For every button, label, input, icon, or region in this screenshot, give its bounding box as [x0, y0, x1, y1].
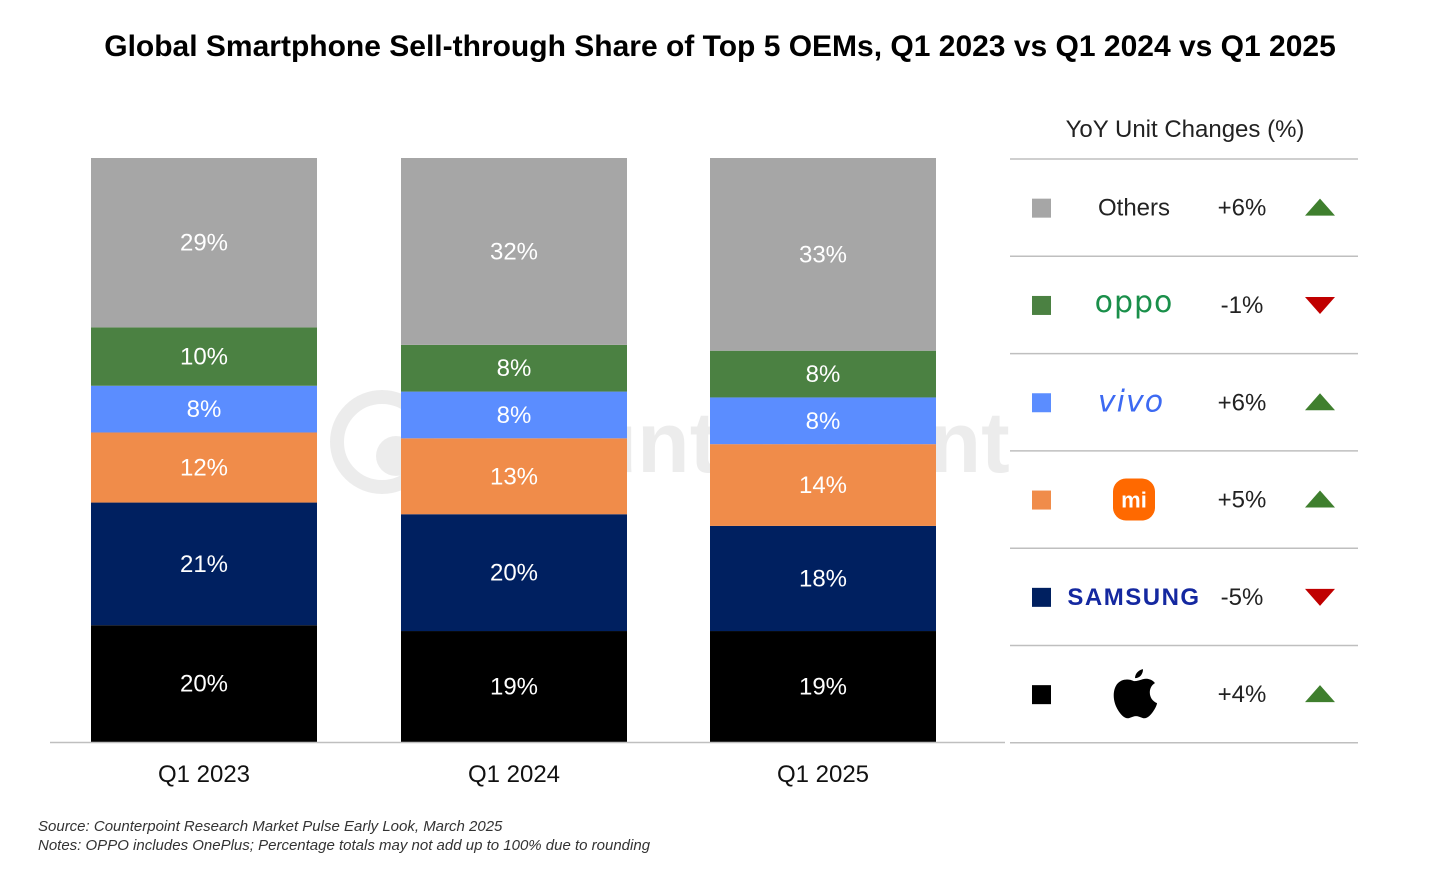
legend-swatch-xiaomi	[1032, 490, 1051, 510]
x-tick-label-0: Q1 2023	[158, 761, 250, 788]
bar-segment-apple-0	[91, 625, 317, 742]
data-label-oppo-1: 8%	[497, 355, 532, 382]
notes-text: Notes: OPPO includes OnePlus; Percentage…	[38, 837, 651, 854]
data-label-others-2: 33%	[799, 241, 847, 268]
legend-swatch-vivo	[1032, 393, 1051, 413]
bar-segment-oppo-0	[91, 327, 317, 386]
source-note: Source: Counterpoint Research Market Pul…	[38, 817, 650, 855]
bar-segment-samsung-1	[401, 514, 627, 632]
bar-segment-oppo-2	[710, 350, 936, 398]
data-label-samsung-1: 20%	[490, 560, 538, 587]
down-arrow-icon	[1305, 296, 1335, 314]
bar-segment-samsung-2	[710, 525, 936, 632]
bars-group: 20% 21% 12% 8% 10% 29% 19% 20% 13% 8% 8% 32% 19% 18% 1…	[91, 158, 936, 742]
x-axis-labels: Q1 2023 Q1 2024 Q1 2025	[158, 761, 869, 788]
oppo-logo: oppo	[1095, 285, 1174, 320]
up-arrow-icon	[1305, 393, 1335, 411]
data-label-vivo-0: 8%	[187, 396, 222, 423]
bar-segment-apple-2	[710, 631, 936, 742]
bar-segment-others-0	[91, 158, 317, 328]
legend-swatch-oppo	[1032, 295, 1051, 315]
source-text: Source: Counterpoint Research Market Pul…	[38, 818, 503, 835]
x-tick-label-2: Q1 2025	[777, 761, 869, 788]
legend-row-xiaomi: mi +5%	[1032, 478, 1335, 521]
legend-row-vivo: vivo +6%	[1032, 384, 1335, 419]
legend-table: YoY Unit Changes (%) Others +6% oppo -1% viv…	[1010, 116, 1358, 744]
xiaomi-logo-icon	[1113, 478, 1155, 521]
data-label-oppo-2: 8%	[806, 361, 841, 388]
data-label-vivo-2: 8%	[806, 408, 841, 435]
bar-segment-others-1	[401, 158, 627, 345]
legend-change-others: +6%	[1218, 195, 1267, 222]
legend-row-samsung: SAMSUNG -5%	[1032, 584, 1335, 611]
legend-change-oppo: -1%	[1221, 292, 1264, 319]
legend-change-apple: +4%	[1218, 681, 1267, 708]
legend-row-others: Others +6%	[1032, 195, 1335, 222]
legend-swatch-samsung	[1032, 587, 1051, 607]
legend-change-vivo: +6%	[1218, 389, 1267, 416]
legend-change-xiaomi: +5%	[1218, 487, 1267, 514]
data-label-samsung-0: 21%	[180, 551, 228, 578]
apple-logo-icon	[1113, 669, 1157, 719]
data-label-others-1: 32%	[490, 238, 538, 265]
bar-segment-xiaomi-2	[710, 444, 936, 526]
bar-segment-xiaomi-1	[401, 438, 627, 515]
vivo-logo: vivo	[1098, 384, 1164, 419]
legend-swatch-apple	[1032, 685, 1051, 705]
data-label-samsung-2: 18%	[799, 565, 847, 592]
legend-swatch-others	[1032, 198, 1051, 218]
chart-title: Global Smartphone Sell-through Share of …	[104, 30, 1336, 63]
data-label-apple-0: 20%	[180, 671, 228, 698]
xiaomi-logo-text: mi	[1121, 488, 1147, 513]
down-arrow-icon	[1305, 588, 1335, 606]
samsung-logo: SAMSUNG	[1067, 584, 1200, 611]
legend-row-oppo: oppo -1%	[1032, 285, 1335, 320]
data-label-xiaomi-2: 14%	[799, 472, 847, 499]
bar-segment-vivo-0	[91, 385, 317, 433]
x-tick-label-1: Q1 2024	[468, 761, 560, 788]
data-label-others-0: 29%	[180, 230, 228, 257]
bar-segment-others-2	[710, 158, 936, 351]
data-label-apple-1: 19%	[490, 674, 538, 701]
bar-segment-vivo-1	[401, 391, 627, 439]
data-label-oppo-0: 10%	[180, 344, 228, 371]
bar-segment-samsung-0	[91, 502, 317, 626]
legend-change-samsung: -5%	[1221, 584, 1264, 611]
data-label-xiaomi-0: 12%	[180, 455, 228, 482]
bar-segment-xiaomi-0	[91, 432, 317, 503]
data-label-vivo-1: 8%	[497, 402, 532, 429]
bar-segment-vivo-2	[710, 397, 936, 445]
data-label-apple-2: 19%	[799, 674, 847, 701]
legend-name-others: Others	[1098, 195, 1170, 222]
bar-segment-apple-1	[401, 631, 627, 742]
up-arrow-icon	[1305, 685, 1335, 703]
up-arrow-icon	[1305, 490, 1335, 508]
up-arrow-icon	[1305, 198, 1335, 216]
data-label-xiaomi-1: 13%	[490, 463, 538, 490]
legend-row-apple: +4%	[1032, 669, 1335, 719]
legend-title: YoY Unit Changes (%)	[1066, 116, 1305, 143]
bar-segment-oppo-1	[401, 344, 627, 392]
